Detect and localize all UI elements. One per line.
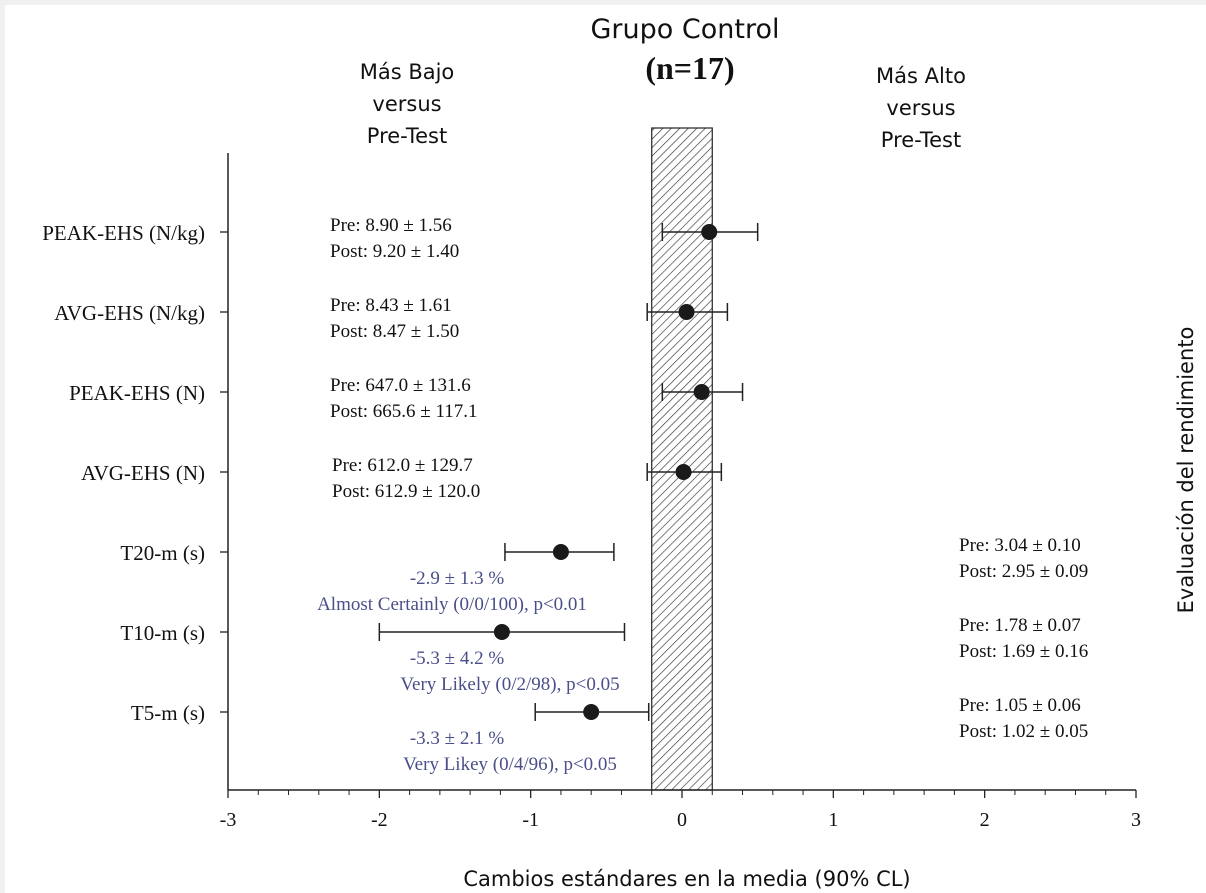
post-value: Post: 665.6 ± 117.1: [330, 401, 478, 422]
chart-title: Grupo Control: [591, 14, 780, 45]
left-header-line: Más Bajo: [360, 60, 455, 84]
row-label: AVG-EHS (N): [81, 461, 205, 485]
inference-label: Very Likely (0/2/98), p<0.05: [400, 674, 619, 695]
x-tick-label: 2: [980, 809, 990, 831]
mean-point: [675, 464, 692, 480]
x-axis-label: Cambios estándares en la media (90% CL): [463, 867, 910, 891]
pre-value: Pre: 612.0 ± 129.7: [332, 455, 473, 476]
effect-size: -5.3 ± 4.2 %: [410, 648, 505, 669]
right-header: Más Alto versus Pre-Test: [876, 64, 966, 152]
effect-size: -2.9 ± 1.3 %: [410, 568, 505, 589]
x-ticks: -3 -2 -1 0 1 2 3: [220, 790, 1141, 831]
row-label: T5-m (s): [131, 701, 205, 725]
pre-value: Pre: 647.0 ± 131.6: [330, 375, 471, 396]
row-label: T20-m (s): [120, 541, 205, 565]
post-value: Post: 8.47 ± 1.50: [330, 321, 459, 342]
x-tick-label: -2: [371, 809, 388, 831]
effect-size: -3.3 ± 2.1 %: [410, 728, 505, 749]
right-header-line: Pre-Test: [881, 128, 961, 152]
left-header-line: versus: [372, 92, 441, 116]
left-header: Más Bajo versus Pre-Test: [360, 60, 455, 148]
pre-value: Pre: 1.05 ± 0.06: [959, 695, 1081, 716]
row-label: PEAK-EHS (N): [69, 381, 205, 405]
chart-page: Grupo Control (n=17) Más Bajo versus Pre…: [5, 5, 1206, 893]
row-label: AVG-EHS (N/kg): [54, 301, 205, 325]
x-tick-label: 0: [677, 809, 687, 831]
left-header-line: Pre-Test: [367, 124, 447, 148]
mean-point: [583, 704, 600, 720]
x-tick-label: -3: [220, 809, 237, 831]
mean-point: [701, 224, 718, 240]
post-value: Post: 1.02 ± 0.05: [959, 721, 1088, 742]
post-value: Post: 9.20 ± 1.40: [330, 241, 459, 262]
x-tick-label: 3: [1131, 809, 1141, 831]
row-label: PEAK-EHS (N/kg): [42, 221, 205, 245]
right-header-line: versus: [886, 96, 955, 120]
post-value: Post: 1.69 ± 0.16: [959, 641, 1088, 662]
mean-point: [493, 624, 510, 640]
row-label: T10-m (s): [120, 621, 205, 645]
mean-point: [693, 384, 710, 400]
post-value: Post: 612.9 ± 120.0: [332, 481, 480, 502]
inference-label: Very Likey (0/4/96), p<0.05: [403, 754, 617, 775]
pre-value: Pre: 1.78 ± 0.07: [959, 615, 1081, 636]
y-axis-label: Evaluación del rendimiento: [1174, 327, 1198, 614]
pre-value: Pre: 8.43 ± 1.61: [330, 295, 452, 316]
mean-point: [552, 544, 569, 560]
pre-value: Pre: 8.90 ± 1.56: [330, 215, 452, 236]
data-rows: PEAK-EHS (N/kg) Pre: 8.90 ± 1.56 Post: 9.2…: [42, 215, 1088, 775]
inference-label: Almost Certainly (0/0/100), p<0.01: [317, 594, 587, 615]
forest-plot: Grupo Control (n=17) Más Bajo versus Pre…: [42, 14, 1198, 891]
x-tick-label: -1: [522, 809, 539, 831]
right-header-line: Más Alto: [876, 64, 966, 88]
chart-subtitle: (n=17): [645, 50, 734, 86]
pre-value: Pre: 3.04 ± 0.10: [959, 535, 1081, 556]
post-value: Post: 2.95 ± 0.09: [959, 561, 1088, 582]
x-tick-label: 1: [828, 809, 838, 831]
mean-point: [678, 304, 695, 320]
